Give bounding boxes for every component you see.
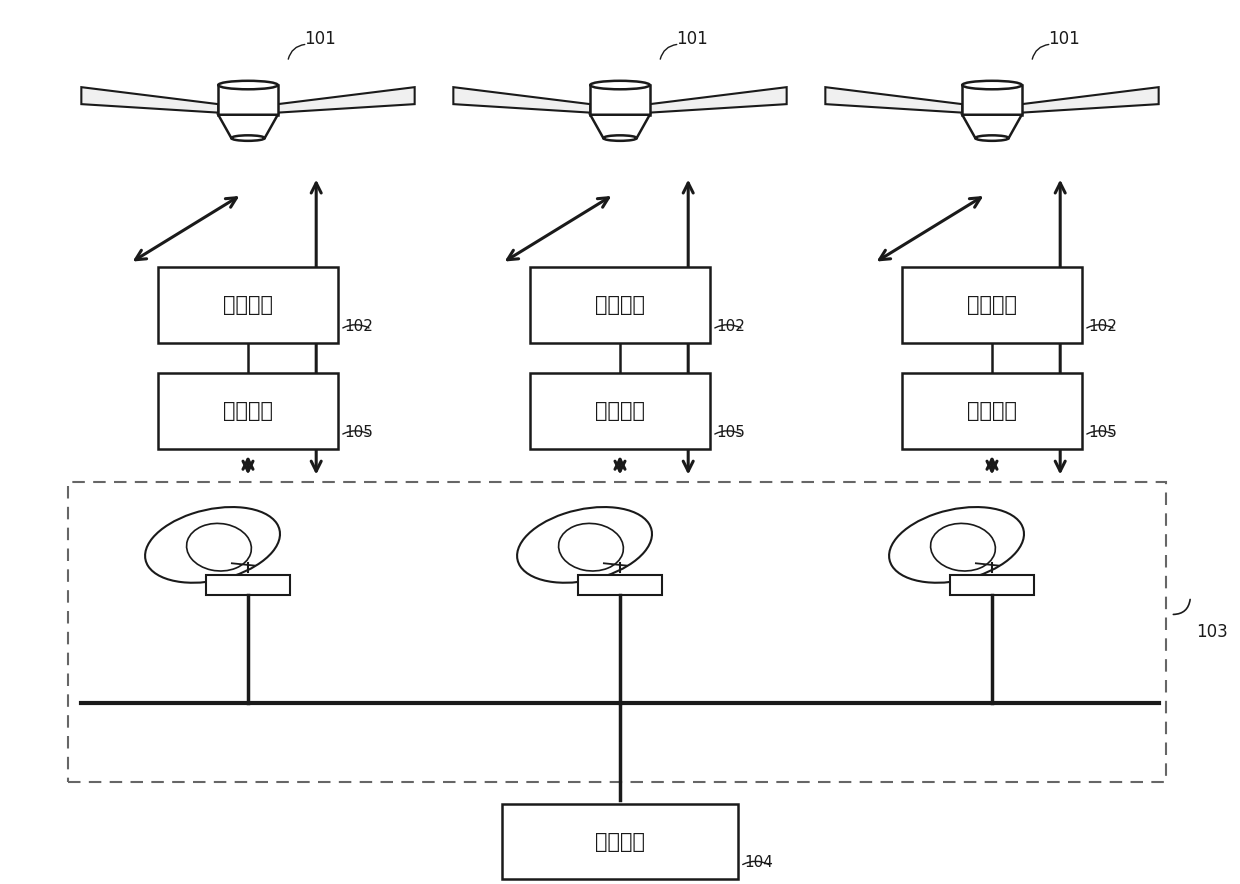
- Text: 监控平台: 监控平台: [595, 832, 645, 851]
- Text: 地面终端: 地面终端: [595, 295, 645, 315]
- Polygon shape: [454, 88, 590, 112]
- Bar: [531, 373, 711, 448]
- Bar: [218, 85, 278, 115]
- Polygon shape: [1022, 88, 1158, 112]
- Text: 102: 102: [1089, 319, 1117, 333]
- Text: 101: 101: [1048, 30, 1080, 49]
- Bar: [903, 267, 1081, 342]
- Bar: [578, 575, 662, 596]
- Polygon shape: [278, 88, 414, 112]
- Text: 检测模块: 检测模块: [595, 401, 645, 421]
- Polygon shape: [650, 88, 786, 112]
- Ellipse shape: [604, 135, 636, 141]
- Bar: [531, 267, 711, 342]
- Text: 104: 104: [744, 856, 773, 870]
- Text: 地面终端: 地面终端: [223, 295, 273, 315]
- Bar: [950, 575, 1034, 596]
- Text: 检测模块: 检测模块: [223, 401, 273, 421]
- Bar: [68, 482, 1166, 782]
- Bar: [159, 373, 337, 448]
- Ellipse shape: [517, 507, 652, 583]
- Ellipse shape: [145, 507, 280, 583]
- Ellipse shape: [976, 135, 1008, 141]
- Bar: [903, 373, 1081, 448]
- Bar: [962, 85, 1022, 115]
- Polygon shape: [218, 115, 278, 138]
- Ellipse shape: [590, 80, 650, 89]
- Text: 检测模块: 检测模块: [967, 401, 1017, 421]
- Ellipse shape: [232, 135, 264, 141]
- Polygon shape: [962, 115, 1022, 138]
- Polygon shape: [82, 88, 218, 112]
- Text: 102: 102: [345, 319, 373, 333]
- Polygon shape: [826, 88, 962, 112]
- Bar: [206, 575, 290, 596]
- Bar: [159, 267, 337, 342]
- Bar: [590, 85, 650, 115]
- Text: 105: 105: [1089, 425, 1117, 439]
- Bar: [502, 804, 738, 879]
- Text: 102: 102: [717, 319, 745, 333]
- Text: 103: 103: [1197, 623, 1229, 641]
- Polygon shape: [590, 115, 650, 138]
- Text: 105: 105: [717, 425, 745, 439]
- Text: 101: 101: [676, 30, 708, 49]
- Ellipse shape: [962, 80, 1022, 89]
- Ellipse shape: [218, 80, 278, 89]
- Ellipse shape: [889, 507, 1024, 583]
- Text: 101: 101: [304, 30, 336, 49]
- Text: 105: 105: [345, 425, 373, 439]
- Text: 地面终端: 地面终端: [967, 295, 1017, 315]
